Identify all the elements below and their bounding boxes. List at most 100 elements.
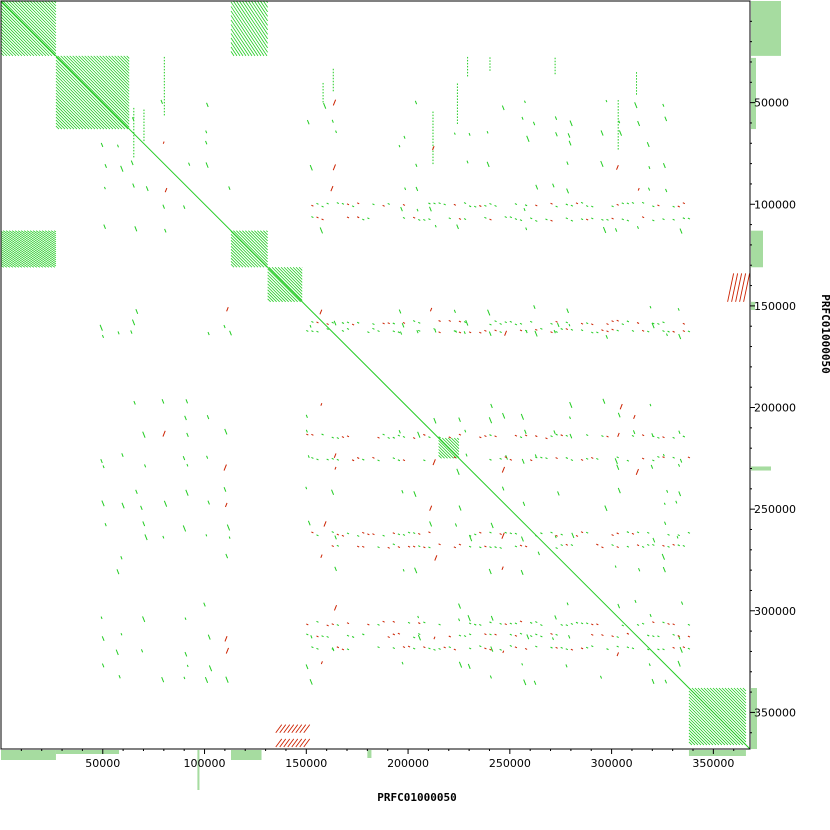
forward-dot <box>488 417 493 424</box>
forward-stroke <box>691 687 747 743</box>
forward-dot <box>614 458 618 465</box>
forward-dot <box>392 322 396 325</box>
forward-dot <box>519 436 523 439</box>
forward-dot <box>163 80 165 83</box>
forward-dot <box>535 645 538 648</box>
reverse-dot <box>341 436 345 438</box>
forward-dot <box>306 329 309 332</box>
forward-stroke <box>230 249 250 268</box>
forward-dot <box>203 602 206 607</box>
forward-dot <box>535 456 538 459</box>
forward-dot <box>514 622 518 625</box>
forward-dot <box>133 400 136 405</box>
forward-dot <box>184 617 187 621</box>
forward-stroke <box>438 452 445 459</box>
forward-block <box>688 687 747 746</box>
forward-dot <box>560 646 563 649</box>
forward-dot <box>494 546 497 549</box>
forward-dot <box>550 322 553 325</box>
forward-dot <box>382 433 385 436</box>
forward-dot <box>490 522 494 529</box>
forward-dot <box>163 101 165 104</box>
reverse-dot <box>162 141 165 144</box>
reverse-block <box>727 273 751 302</box>
forward-dot <box>636 531 640 534</box>
forward-dot <box>662 321 665 324</box>
forward-dot <box>387 202 390 205</box>
forward-dot <box>133 134 135 137</box>
forward-dot <box>428 436 431 439</box>
reverse-dot <box>306 623 309 626</box>
forward-stroke <box>715 687 747 719</box>
reverse-dot <box>585 218 589 221</box>
forward-dot <box>646 648 650 651</box>
forward-dot <box>205 162 209 168</box>
forward-dot <box>687 531 691 534</box>
forward-dot <box>432 138 434 141</box>
forward-dot <box>489 434 492 437</box>
forward-stroke <box>688 705 729 746</box>
forward-dot <box>504 321 507 324</box>
reverse-dot <box>311 531 314 534</box>
forward-dot <box>323 102 327 109</box>
forward-dot <box>185 399 189 404</box>
reverse-dot <box>657 204 660 207</box>
forward-stroke <box>0 19 38 57</box>
reverse-dot <box>635 468 639 475</box>
reverse-dot <box>626 632 630 635</box>
forward-dot <box>310 635 313 639</box>
forward-stroke <box>26 230 57 251</box>
forward-dot <box>453 330 457 333</box>
forward-stroke <box>117 55 130 68</box>
forward-dot <box>617 603 621 609</box>
forward-dot <box>617 124 619 126</box>
forward-dot <box>636 226 639 230</box>
forward-dot <box>522 501 526 506</box>
forward-stroke <box>5 0 57 52</box>
forward-dot <box>432 120 434 123</box>
forward-stroke <box>32 230 57 247</box>
forward-stroke <box>75 55 130 110</box>
reverse-dot <box>611 534 614 537</box>
forward-dot <box>456 113 458 115</box>
reverse-dot <box>429 505 433 511</box>
reverse-stroke <box>287 738 295 748</box>
forward-dot <box>309 164 313 171</box>
reverse-dot <box>434 555 438 561</box>
forward-dot <box>438 623 441 626</box>
forward-dot <box>565 624 569 627</box>
forward-dot <box>456 95 458 97</box>
forward-dot <box>117 331 120 335</box>
forward-dot <box>458 603 461 609</box>
forward-dot <box>456 89 458 91</box>
forward-dot <box>467 71 469 74</box>
forward-dot <box>529 621 533 624</box>
forward-dot <box>489 621 492 624</box>
forward-dot <box>489 69 491 71</box>
forward-dot <box>458 618 461 622</box>
forward-stroke <box>81 55 130 104</box>
reverse-dot <box>616 652 619 657</box>
forward-dot <box>565 457 569 459</box>
forward-dot <box>144 534 148 541</box>
forward-dot <box>484 204 487 207</box>
forward-dot <box>568 323 571 327</box>
forward-dot <box>140 649 144 653</box>
forward-stroke <box>55 104 81 130</box>
forward-stroke <box>93 55 130 92</box>
forward-dot <box>377 646 380 649</box>
forward-dot <box>488 331 492 337</box>
forward-dot <box>585 205 589 208</box>
forward-dot <box>204 676 209 683</box>
forward-stroke <box>688 693 741 746</box>
forward-dot <box>473 533 477 536</box>
reverse-dot <box>336 646 340 649</box>
reverse-dot <box>641 216 645 219</box>
forward-dot <box>646 531 650 534</box>
forward-dot <box>433 202 436 205</box>
forward-dot <box>184 415 187 421</box>
forward-dot <box>367 331 370 334</box>
forward-dot <box>687 217 691 220</box>
forward-dot <box>322 88 324 91</box>
y-tick-label: 250000 <box>754 503 796 516</box>
